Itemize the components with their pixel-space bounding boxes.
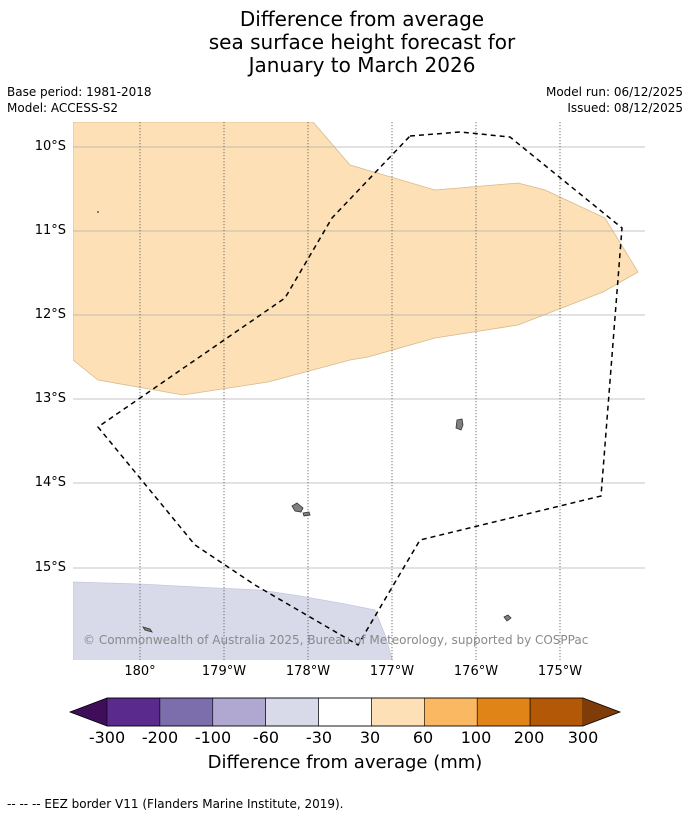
- colorbar-tick-label: 200: [513, 728, 545, 747]
- colorbar-segments: [70, 697, 620, 727]
- colorbar-segment: [529, 697, 584, 727]
- base-period: Base period: 1981-2018: [7, 85, 152, 99]
- map-area: [73, 122, 645, 660]
- islands: [97, 211, 512, 633]
- colorbar-segment: [476, 697, 531, 727]
- eez-border: [96, 131, 623, 647]
- colorbar-label: Difference from average (mm): [207, 752, 483, 773]
- colorbar: [68, 697, 622, 727]
- colorbar-segment: [318, 697, 372, 727]
- lon-label-180: 180°: [124, 664, 156, 679]
- island-dot: [97, 211, 99, 213]
- lat-label-13s: 13°S: [34, 391, 66, 406]
- island-niuafo-ou: [503, 614, 512, 622]
- positive-anomaly-region: [73, 122, 639, 396]
- lon-label-179w: 179°W: [201, 664, 247, 679]
- copyright-notice: © Commonwealth of Australia 2025, Bureau…: [83, 633, 589, 647]
- lon-label-175w: 175°W: [537, 664, 583, 679]
- colorbar-tick-label: -100: [194, 728, 232, 747]
- title-line-1: Difference from average: [239, 7, 485, 31]
- colorbar-segment: [212, 697, 266, 727]
- lat-label-14s: 14°S: [34, 475, 66, 490]
- colorbar-tick-label: 30: [359, 728, 381, 747]
- colorbar-segment: [371, 697, 425, 727]
- colorbar-segment: [265, 697, 319, 727]
- graticule: [73, 146, 645, 569]
- title-line-3: January to March 2026: [248, 53, 476, 77]
- eez-legend: -- -- -- EEZ border V11 (Flanders Marine…: [7, 797, 344, 811]
- island-alofi: [302, 511, 311, 517]
- lat-label-12s: 12°S: [34, 307, 66, 322]
- colorbar-tick-label: -200: [141, 728, 179, 747]
- colorbar-tick-label: 100: [460, 728, 492, 747]
- lon-label-178w: 178°W: [285, 664, 331, 679]
- colorbar-tick-label: 60: [412, 728, 434, 747]
- island-wallis: [455, 418, 464, 431]
- chart-title: Difference from average sea surface heig…: [0, 8, 690, 77]
- lon-label-177w: 177°W: [369, 664, 415, 679]
- colorbar-tick-label: 300: [567, 728, 599, 747]
- colorbar-tick-label: -300: [88, 728, 126, 747]
- colorbar-segment: [106, 697, 161, 727]
- meta-right: Model run: 06/12/2025 Issued: 08/12/2025: [546, 84, 683, 116]
- colorbar-tick-label: -60: [252, 728, 280, 747]
- lat-label-11s: 11°S: [34, 223, 66, 238]
- lat-label-15s: 15°S: [34, 560, 66, 575]
- colorbar-tick-label: -30: [305, 728, 333, 747]
- model-run: Model run: 06/12/2025: [545, 85, 683, 99]
- negative-anomaly-region: [73, 581, 393, 660]
- issued-date: Issued: 08/12/2025: [567, 101, 683, 115]
- colorbar-extend-low: [70, 698, 107, 726]
- colorbar-segment: [159, 697, 214, 727]
- lat-label-10s: 10°S: [34, 139, 66, 154]
- island-southwest: [142, 626, 153, 633]
- colorbar-outline: [68, 697, 622, 727]
- title-line-2: sea surface height forecast for: [208, 30, 516, 54]
- model-name: Model: ACCESS-S2: [7, 101, 119, 115]
- colorbar-extend-high: [583, 698, 620, 726]
- island-futuna: [291, 502, 304, 513]
- lon-label-176w: 176°W: [453, 664, 499, 679]
- meta-left: Base period: 1981-2018 Model: ACCESS-S2: [7, 84, 152, 116]
- colorbar-segment: [424, 697, 478, 727]
